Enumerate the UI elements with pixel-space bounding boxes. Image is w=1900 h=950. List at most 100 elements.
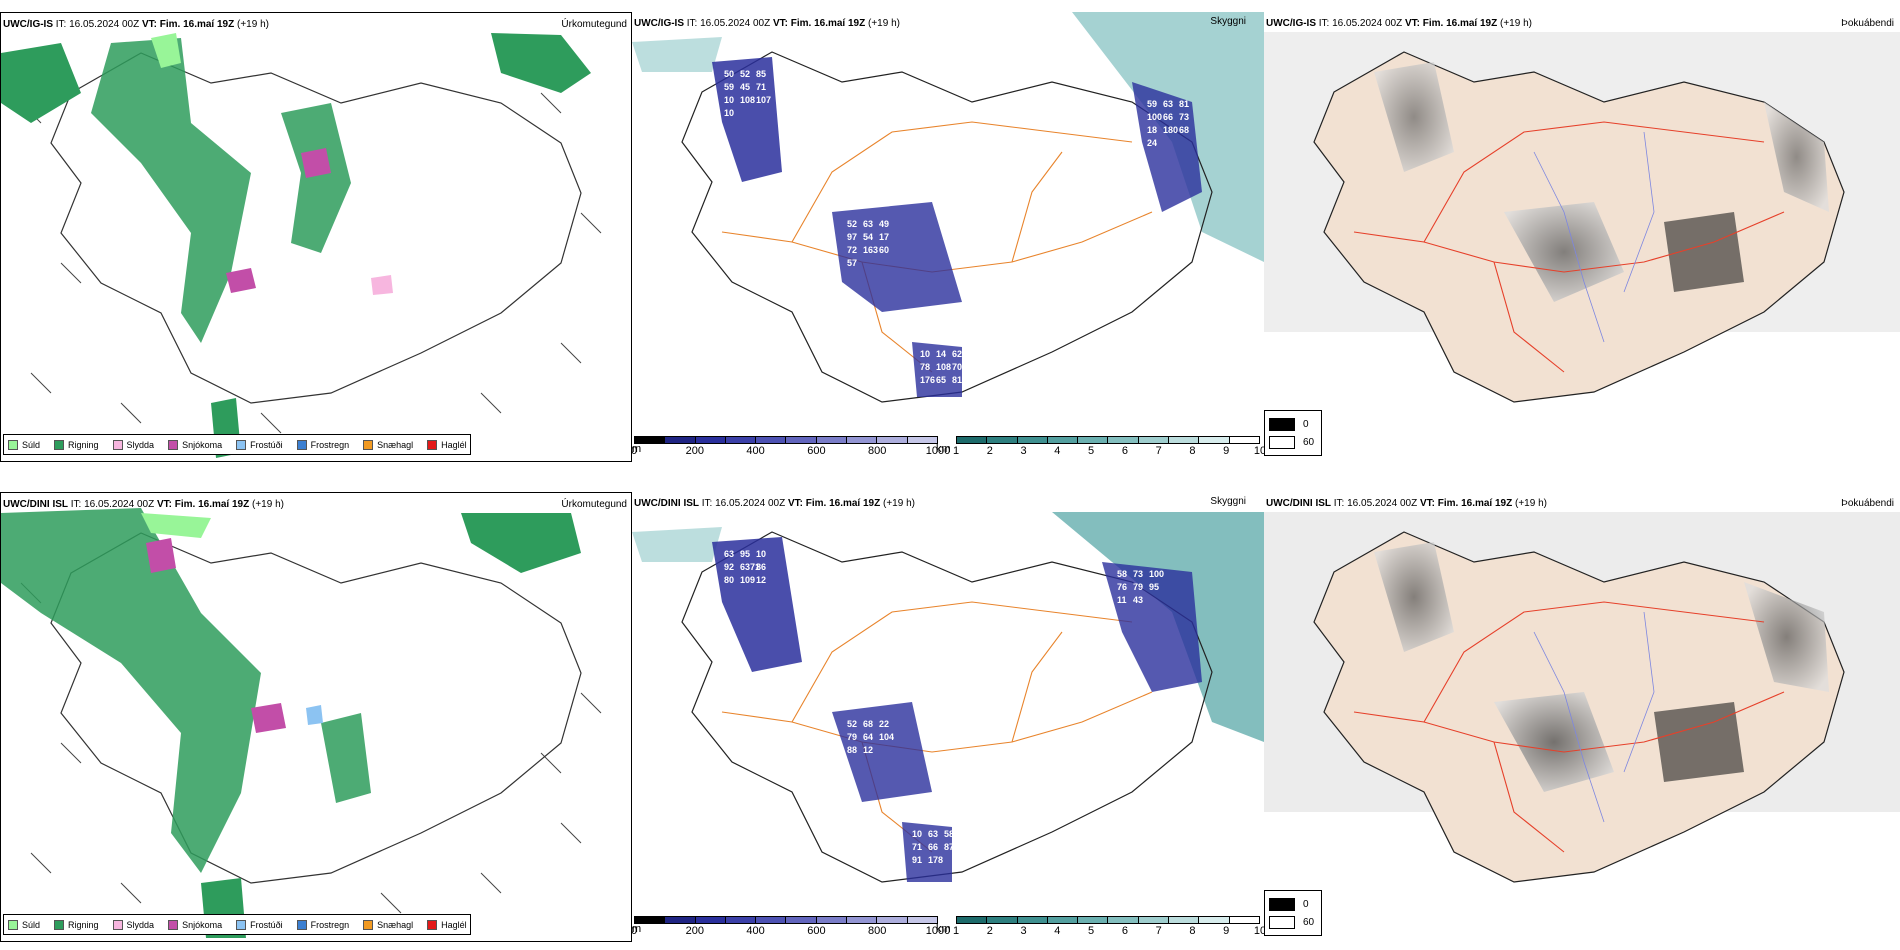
ceiling-value-label: 92 xyxy=(724,562,734,572)
rain-area-n xyxy=(1,43,81,123)
precip-panel-dini: UWC/DINI ISL IT: 16.05.2024 00Z VT: Fim.… xyxy=(0,492,632,942)
ceiling-scale-unit: m xyxy=(632,923,642,935)
legend-swatch xyxy=(54,919,65,930)
drizzle-area xyxy=(141,513,211,538)
legend-item: Rigning xyxy=(54,439,99,450)
ceiling-values: 50 52 59 10 52 63 63 14 85 49 81 627 59 97 100 78 45 54 66… xyxy=(724,69,1189,385)
fog-shade-3 xyxy=(1664,212,1744,292)
panel-header: UWC/IG-IS IT: 16.05.2024 00Z VT: Fim. 16… xyxy=(3,19,269,30)
legend-swatch xyxy=(8,439,18,450)
scale-tick: 6 xyxy=(1121,445,1128,457)
fog-key: 0 60 xyxy=(1264,410,1322,456)
scale-tick: 400 xyxy=(746,445,765,457)
precip-map-ig xyxy=(1,33,602,458)
roads xyxy=(1353,121,1785,373)
scale-tick: 7 xyxy=(1155,445,1162,457)
ceiling-value-label: 63 xyxy=(724,549,734,559)
snow-area-1 xyxy=(146,538,176,573)
ceiling-value-label: 72 xyxy=(847,245,857,255)
ceiling-value-label: 17 xyxy=(879,232,889,242)
ceiling-scale-ticks: 0 200 400 600 800 1000 xyxy=(632,444,950,458)
legend-label: Frostúði xyxy=(250,439,283,450)
legend-label: Súld xyxy=(22,439,41,450)
ceiling-panel-ig: 50 52 59 10 52 63 63 14 85 49 81 627 59 97 100 78 45 54 66… xyxy=(632,12,1264,462)
drizzle-area xyxy=(151,33,181,68)
ceiling-value-label: 80 xyxy=(724,575,734,585)
ceiling-value-label: 10 xyxy=(920,349,930,359)
scale-tick: 600 xyxy=(807,925,826,937)
legend-label: Haglél xyxy=(441,919,467,930)
ceiling-map-dini: 63 52 58 10 95 68 73 63 10 22 100 58 92 79 76 71 6371 64 7… xyxy=(632,512,1264,883)
ceiling-value-label: 109 xyxy=(740,575,755,585)
low-ceiling-c xyxy=(832,202,962,312)
ceiling-value-label: 6371 xyxy=(740,562,760,572)
ceiling-value-label: 43 xyxy=(1133,595,1143,605)
legend-swatch xyxy=(296,919,307,930)
ceiling-value-label: 100 xyxy=(1147,112,1162,122)
panel-title: Þokuábendi xyxy=(1841,18,1894,29)
rain-area-nw xyxy=(1,508,261,873)
fog-panel-dini: UWC/DINI ISL IT: 16.05.2024 00Z VT: Fim.… xyxy=(1264,492,1900,942)
ceiling-value-label: 10 xyxy=(724,108,734,118)
fog-shade-2 xyxy=(1494,692,1614,792)
panel-header: UWC/DINI ISL IT: 16.05.2024 00Z VT: Fim.… xyxy=(634,498,915,509)
panel-title: Skyggni xyxy=(1210,496,1246,507)
legend-item: Frostregn xyxy=(296,439,349,450)
legend-swatch xyxy=(8,919,18,930)
ceiling-value-label: 76 xyxy=(1117,582,1127,592)
visibility-scale-ticks: 1 2 3 4 5 6 7 8 9 10 xyxy=(953,444,1264,458)
ceiling-value-label: 95 xyxy=(740,549,750,559)
ceiling-value-label: 70 xyxy=(952,362,962,372)
visibility-field-sea xyxy=(1052,512,1264,742)
legend-item: Snjókoma xyxy=(168,439,222,450)
legend-item: Frostúði xyxy=(236,439,283,450)
fog-shade-4 xyxy=(1764,102,1829,212)
legend-label: Rigning xyxy=(68,439,99,450)
low-ceiling-s xyxy=(912,342,962,397)
legend-swatch xyxy=(236,919,247,930)
ceiling-value-label: 10 xyxy=(912,829,922,839)
low-ceiling-nw xyxy=(712,537,802,672)
ceiling-value-label: 68 xyxy=(1179,125,1189,135)
legend-item: Slydda xyxy=(112,919,154,930)
ceiling-value-label: 10 xyxy=(724,95,734,105)
scale-tick: 9 xyxy=(1223,445,1230,457)
visibility-scale-bar xyxy=(956,916,1260,924)
ceiling-scale-bar xyxy=(634,436,938,444)
scale-tick: 800 xyxy=(868,445,887,457)
ceiling-value-label: 627 xyxy=(952,349,967,359)
ceiling-value-label: 66 xyxy=(928,842,938,852)
fog-key-row: 0 xyxy=(1265,415,1321,433)
panel-header: UWC/IG-IS IT: 16.05.2024 00Z VT: Fim. 16… xyxy=(634,18,900,29)
scale-tick: 10 xyxy=(1253,925,1264,937)
ceiling-value-label: 57 xyxy=(847,258,857,268)
snow-area-1 xyxy=(301,148,331,178)
legend-item: Snjókoma xyxy=(168,919,222,930)
fog-shade-1 xyxy=(1374,62,1454,172)
legend-swatch xyxy=(363,919,374,930)
legend-item: Slydda xyxy=(112,439,155,450)
legend-swatch xyxy=(363,439,374,450)
fog-key-row: 0 xyxy=(1265,895,1321,913)
fog-key-row: 60 xyxy=(1265,913,1321,931)
scale-tick: 200 xyxy=(685,925,704,937)
visibility-field-sea xyxy=(1072,12,1264,262)
ceiling-value-label: 86 xyxy=(756,562,766,572)
ceiling-value-label: 107 xyxy=(756,95,771,105)
legend-label: Frostregn xyxy=(310,919,350,930)
legend-swatch xyxy=(168,919,179,930)
panel-header: UWC/DINI ISL IT: 16.05.2024 00Z VT: Fim.… xyxy=(1266,498,1547,509)
visibility-scale: 1 2 3 4 5 6 7 8 9 10 km xyxy=(936,436,1264,458)
legend-item: Frostúði xyxy=(236,919,283,930)
low-ceiling-nw xyxy=(712,57,782,182)
ceiling-value-label: 91 xyxy=(912,855,922,865)
ceiling-map-ig: 50 52 59 10 52 63 63 14 85 49 81 627 59 97 100 78 45 54 66… xyxy=(632,12,1264,403)
scale-tick: 4 xyxy=(1054,925,1061,937)
rain-area-ne xyxy=(461,513,581,573)
ceiling-value-label: 108 xyxy=(936,362,951,372)
scale-tick: 2 xyxy=(986,925,993,937)
legend-label: Slydda xyxy=(126,439,155,450)
ceiling-value-label: 71 xyxy=(756,82,766,92)
fog-shade-2 xyxy=(1504,202,1624,302)
legend-item: Snæhagl xyxy=(363,439,413,450)
